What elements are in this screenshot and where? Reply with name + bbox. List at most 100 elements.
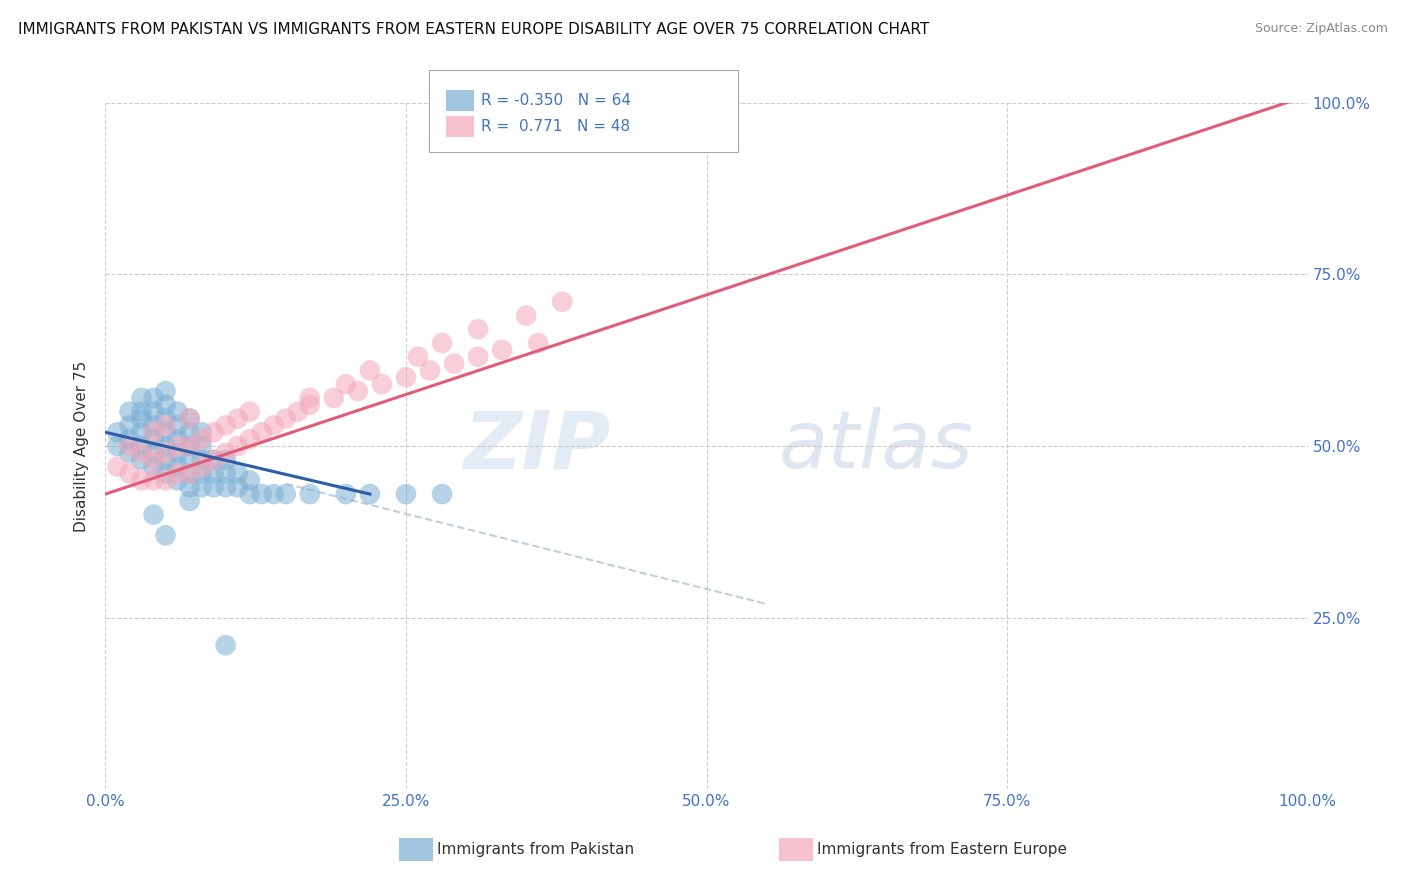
Point (155, 411, 177, 425)
Point (443, 357, 465, 371)
Point (131, 439, 153, 453)
Point (131, 411, 153, 425)
Point (202, 452, 225, 467)
Text: R =  0.771   N = 48: R = 0.771 N = 48 (481, 120, 630, 134)
Point (239, 405, 262, 419)
Point (155, 473, 177, 487)
Point (395, 487, 418, 501)
Point (179, 425, 201, 440)
Point (118, 405, 141, 419)
Text: atlas: atlas (779, 407, 973, 485)
Point (142, 405, 165, 419)
Point (166, 459, 188, 474)
Point (190, 425, 212, 440)
Point (190, 432, 212, 446)
Point (155, 418, 177, 433)
Point (155, 452, 177, 467)
Text: ZIP: ZIP (463, 407, 610, 485)
Point (359, 487, 381, 501)
Point (226, 411, 249, 425)
Point (395, 370, 418, 384)
Point (107, 425, 129, 440)
Point (274, 487, 297, 501)
Point (166, 473, 188, 487)
Point (118, 432, 141, 446)
Point (406, 350, 429, 364)
Point (527, 336, 550, 351)
Point (166, 418, 188, 433)
Point (250, 425, 273, 440)
Text: Source: ZipAtlas.com: Source: ZipAtlas.com (1254, 22, 1388, 36)
Point (226, 467, 249, 481)
Point (190, 452, 212, 467)
Point (214, 446, 236, 460)
Point (179, 480, 201, 494)
Point (467, 322, 489, 336)
Point (166, 467, 188, 481)
Point (190, 459, 212, 474)
Point (298, 487, 321, 501)
Point (131, 405, 153, 419)
Point (202, 480, 225, 494)
Point (142, 418, 165, 433)
Point (214, 418, 236, 433)
Point (226, 480, 249, 494)
Point (347, 384, 370, 398)
Point (131, 452, 153, 467)
Point (190, 439, 212, 453)
Text: Immigrants from Pakistan: Immigrants from Pakistan (437, 842, 634, 856)
Point (155, 446, 177, 460)
Point (263, 487, 285, 501)
Point (239, 473, 262, 487)
Point (166, 432, 188, 446)
Point (419, 363, 441, 377)
Point (131, 425, 153, 440)
Point (179, 494, 201, 508)
Point (214, 638, 236, 652)
Text: IMMIGRANTS FROM PAKISTAN VS IMMIGRANTS FROM EASTERN EUROPE DISABILITY AGE OVER 7: IMMIGRANTS FROM PAKISTAN VS IMMIGRANTS F… (18, 22, 929, 37)
Point (202, 425, 225, 440)
Point (467, 350, 489, 364)
Point (190, 480, 212, 494)
Point (179, 411, 201, 425)
Point (239, 432, 262, 446)
Point (155, 528, 177, 542)
Point (118, 439, 141, 453)
Point (142, 432, 165, 446)
Point (118, 446, 141, 460)
Point (250, 487, 273, 501)
Point (239, 487, 262, 501)
Point (335, 487, 357, 501)
Point (142, 508, 165, 522)
Point (430, 487, 453, 501)
Point (491, 343, 513, 357)
Point (118, 467, 141, 481)
Point (142, 459, 165, 474)
Point (298, 398, 321, 412)
Point (179, 467, 201, 481)
Point (142, 473, 165, 487)
Point (179, 467, 201, 481)
Point (131, 391, 153, 405)
Point (359, 363, 381, 377)
Point (322, 391, 344, 405)
Point (166, 446, 188, 460)
Point (214, 452, 236, 467)
Point (118, 418, 141, 433)
Point (166, 439, 188, 453)
Point (335, 377, 357, 392)
Point (179, 439, 201, 453)
Point (155, 439, 177, 453)
Point (142, 425, 165, 440)
Point (131, 446, 153, 460)
Point (202, 452, 225, 467)
Point (179, 452, 201, 467)
Point (214, 480, 236, 494)
Text: Immigrants from Eastern Europe: Immigrants from Eastern Europe (817, 842, 1067, 856)
Point (226, 439, 249, 453)
Point (214, 467, 236, 481)
Point (202, 467, 225, 481)
Point (430, 336, 453, 351)
Point (551, 294, 574, 309)
Point (107, 439, 129, 453)
